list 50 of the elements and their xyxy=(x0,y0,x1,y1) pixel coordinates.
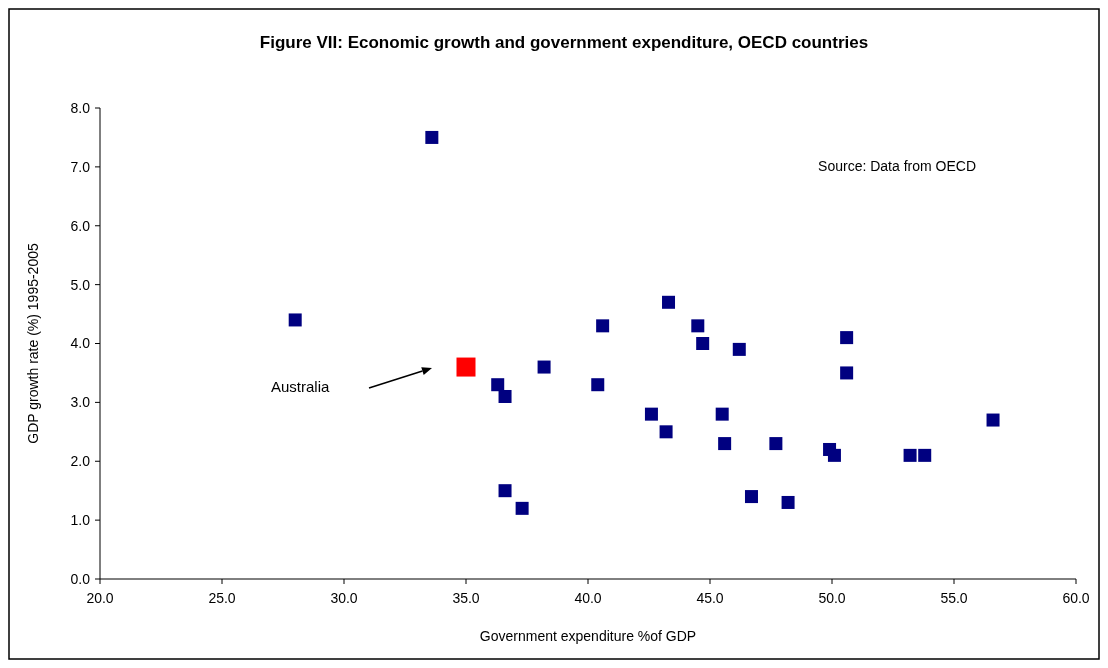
y-tick-label: 6.0 xyxy=(70,217,91,234)
y-tick-label: 7.0 xyxy=(70,158,91,175)
point xyxy=(644,407,658,421)
point xyxy=(840,366,854,380)
point xyxy=(781,495,795,509)
y-tick-label: 8.0 xyxy=(70,99,91,116)
point xyxy=(537,360,551,374)
chart-title: Figure VII: Economic growth and government expenditure, OECD countries xyxy=(259,33,869,52)
point xyxy=(903,448,917,462)
point xyxy=(491,378,505,392)
point xyxy=(456,357,476,377)
point xyxy=(769,437,783,451)
point xyxy=(696,337,710,350)
x-tick-label: 20.0 xyxy=(86,590,114,606)
x-tick-label: 40.0 xyxy=(574,590,602,606)
y-tick-label: 4.0 xyxy=(70,335,91,352)
x-tick-label: 30.0 xyxy=(330,590,358,606)
point xyxy=(591,378,605,392)
x-tick-label: 55.0 xyxy=(940,590,968,606)
point xyxy=(691,319,705,333)
annotation: Source: Data from OECD xyxy=(818,158,976,174)
annotation: Australia xyxy=(271,378,331,396)
point xyxy=(425,130,439,144)
y-tick-label: 2.0 xyxy=(70,453,91,470)
point xyxy=(986,413,1000,427)
x-tick-label: 45.0 xyxy=(696,590,724,606)
point xyxy=(596,319,610,333)
point xyxy=(498,389,512,403)
y-tick-label: 0.0 xyxy=(70,570,91,587)
x-tick-label: 25.0 xyxy=(208,590,236,606)
y-tick-label: 5.0 xyxy=(70,276,91,293)
x-tick-label: 60.0 xyxy=(1062,590,1090,606)
x-tick-label: 35.0 xyxy=(452,590,480,606)
point xyxy=(288,313,302,327)
point xyxy=(840,331,854,345)
point xyxy=(718,437,732,451)
point xyxy=(918,448,932,462)
point xyxy=(827,448,841,462)
point xyxy=(662,295,676,309)
y-tick-label: 3.0 xyxy=(70,394,91,411)
point xyxy=(744,490,758,504)
y-tick-label: 1.0 xyxy=(70,512,91,529)
point xyxy=(498,484,512,498)
point xyxy=(515,501,529,515)
point xyxy=(715,407,729,421)
y-axis-title: GDP growth rate (%) 1995-2005 xyxy=(25,243,41,444)
point xyxy=(659,425,673,439)
x-tick-label: 50.0 xyxy=(818,590,846,606)
point xyxy=(732,342,746,356)
x-axis-title: Government expenditure %of GDP xyxy=(479,628,697,644)
